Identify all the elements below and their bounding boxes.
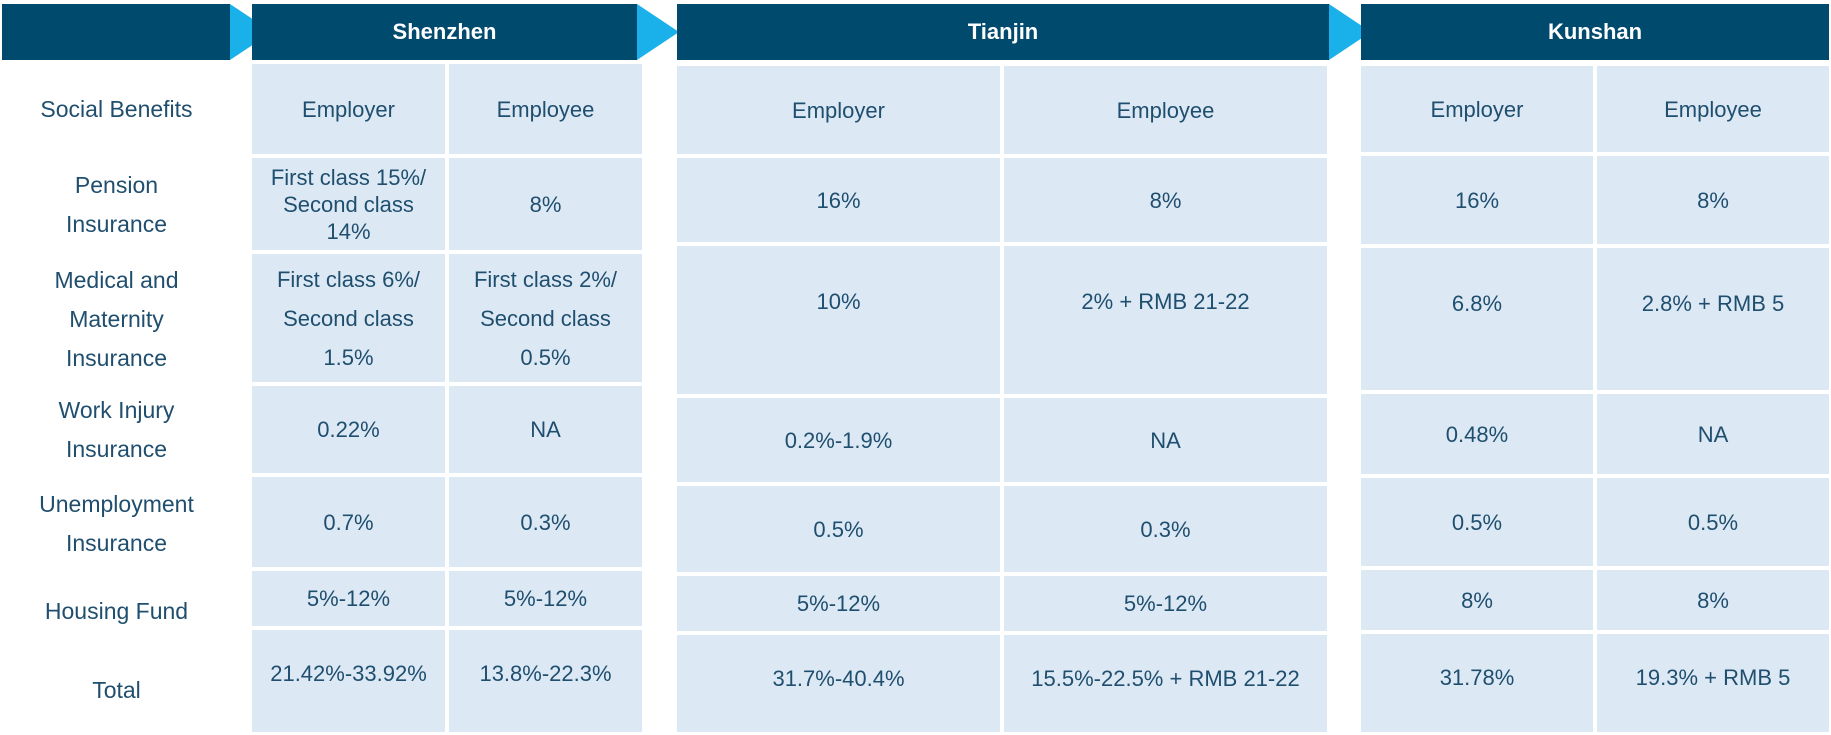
kunshan-employee-housing: 8% bbox=[1597, 570, 1829, 630]
shenzhen-employee-header: Employee bbox=[449, 64, 642, 154]
kunshan-employer-header: Employer bbox=[1361, 66, 1593, 152]
header-kunshan: Kunshan bbox=[1361, 4, 1829, 60]
tianjin-employer-unemployment: 0.5% bbox=[677, 486, 1000, 572]
kunshan-employee-medical: 2.8% + RMB 5 bbox=[1597, 248, 1829, 390]
tianjin-employee-header: Employee bbox=[1004, 66, 1327, 154]
tianjin-employee-unemployment: 0.3% bbox=[1004, 486, 1327, 572]
kunshan-employer-pension: 16% bbox=[1361, 156, 1593, 244]
kunshan-employer-housing: 8% bbox=[1361, 570, 1593, 630]
shenzhen-employer-work-injury: 0.22% bbox=[252, 386, 445, 473]
row-label-total: Total bbox=[92, 676, 141, 703]
kunshan-employee-work-injury: NA bbox=[1597, 394, 1829, 474]
shenzhen-employee-housing: 5%-12% bbox=[449, 571, 642, 626]
kunshan-employee-total: 19.3% + RMB 5 bbox=[1597, 634, 1829, 732]
shenzhen-employee-medical: First class 2%/ Second class 0.5% bbox=[449, 254, 642, 382]
row-label-unemployment: Unemployment Insurance bbox=[39, 491, 194, 556]
shenzhen-employer-medical: First class 6%/ Second class 1.5% bbox=[252, 254, 445, 382]
header-shenzhen: Shenzhen bbox=[252, 4, 637, 60]
tianjin-employee-work-injury: NA bbox=[1004, 398, 1327, 482]
shenzhen-employer-unemployment: 0.7% bbox=[252, 477, 445, 567]
kunshan-employer-work-injury: 0.48% bbox=[1361, 394, 1593, 474]
tianjin-employer-pension: 16% bbox=[677, 158, 1000, 242]
kunshan-employer-unemployment: 0.5% bbox=[1361, 478, 1593, 566]
tianjin-employee-total: 15.5%-22.5% + RMB 21-22 bbox=[1004, 635, 1327, 732]
shenzhen-employer-housing: 5%-12% bbox=[252, 571, 445, 626]
shenzhen-employee-pension: 8% bbox=[449, 158, 642, 250]
kunshan-employer-total: 31.78% bbox=[1361, 634, 1593, 732]
row-label-social-benefits: Social Benefits bbox=[40, 95, 193, 122]
row-label-pension: Pension Insurance bbox=[65, 172, 167, 237]
shenzhen-employer-pension: First class 15%/ Second class 14% bbox=[252, 158, 445, 250]
kunshan-employee-pension: 8% bbox=[1597, 156, 1829, 244]
tianjin-employer-medical: 10% bbox=[677, 246, 1000, 394]
shenzhen-employer-total: 21.42%-33.92% bbox=[252, 630, 445, 732]
tianjin-employer-housing: 5%-12% bbox=[677, 576, 1000, 631]
tianjin-employee-medical: 2% + RMB 21-22 bbox=[1004, 246, 1327, 394]
header-tianjin: Tianjin bbox=[677, 4, 1329, 60]
shenzhen-employer-header: Employer bbox=[252, 64, 445, 154]
arrow-icon bbox=[637, 4, 679, 60]
kunshan-employee-header: Employee bbox=[1597, 66, 1829, 152]
tianjin-employer-work-injury: 0.2%-1.9% bbox=[677, 398, 1000, 482]
row-label-medical: Medical and Maternity Insurance bbox=[54, 266, 179, 371]
header-blank bbox=[2, 4, 230, 60]
shenzhen-employee-unemployment: 0.3% bbox=[449, 477, 642, 567]
tianjin-employer-header: Employer bbox=[677, 66, 1000, 154]
tianjin-employer-total: 31.7%-40.4% bbox=[677, 635, 1000, 732]
row-label-housing-fund: Housing Fund bbox=[44, 597, 189, 624]
tianjin-employee-housing: 5%-12% bbox=[1004, 576, 1327, 631]
kunshan-employee-unemployment: 0.5% bbox=[1597, 478, 1829, 566]
shenzhen-employee-work-injury: NA bbox=[449, 386, 642, 473]
shenzhen-employee-total: 13.8%-22.3% bbox=[449, 630, 642, 732]
row-label-work-injury: Work Injury Insurance bbox=[58, 397, 175, 462]
kunshan-employer-medical: 6.8% bbox=[1361, 248, 1593, 390]
tianjin-employee-pension: 8% bbox=[1004, 158, 1327, 242]
